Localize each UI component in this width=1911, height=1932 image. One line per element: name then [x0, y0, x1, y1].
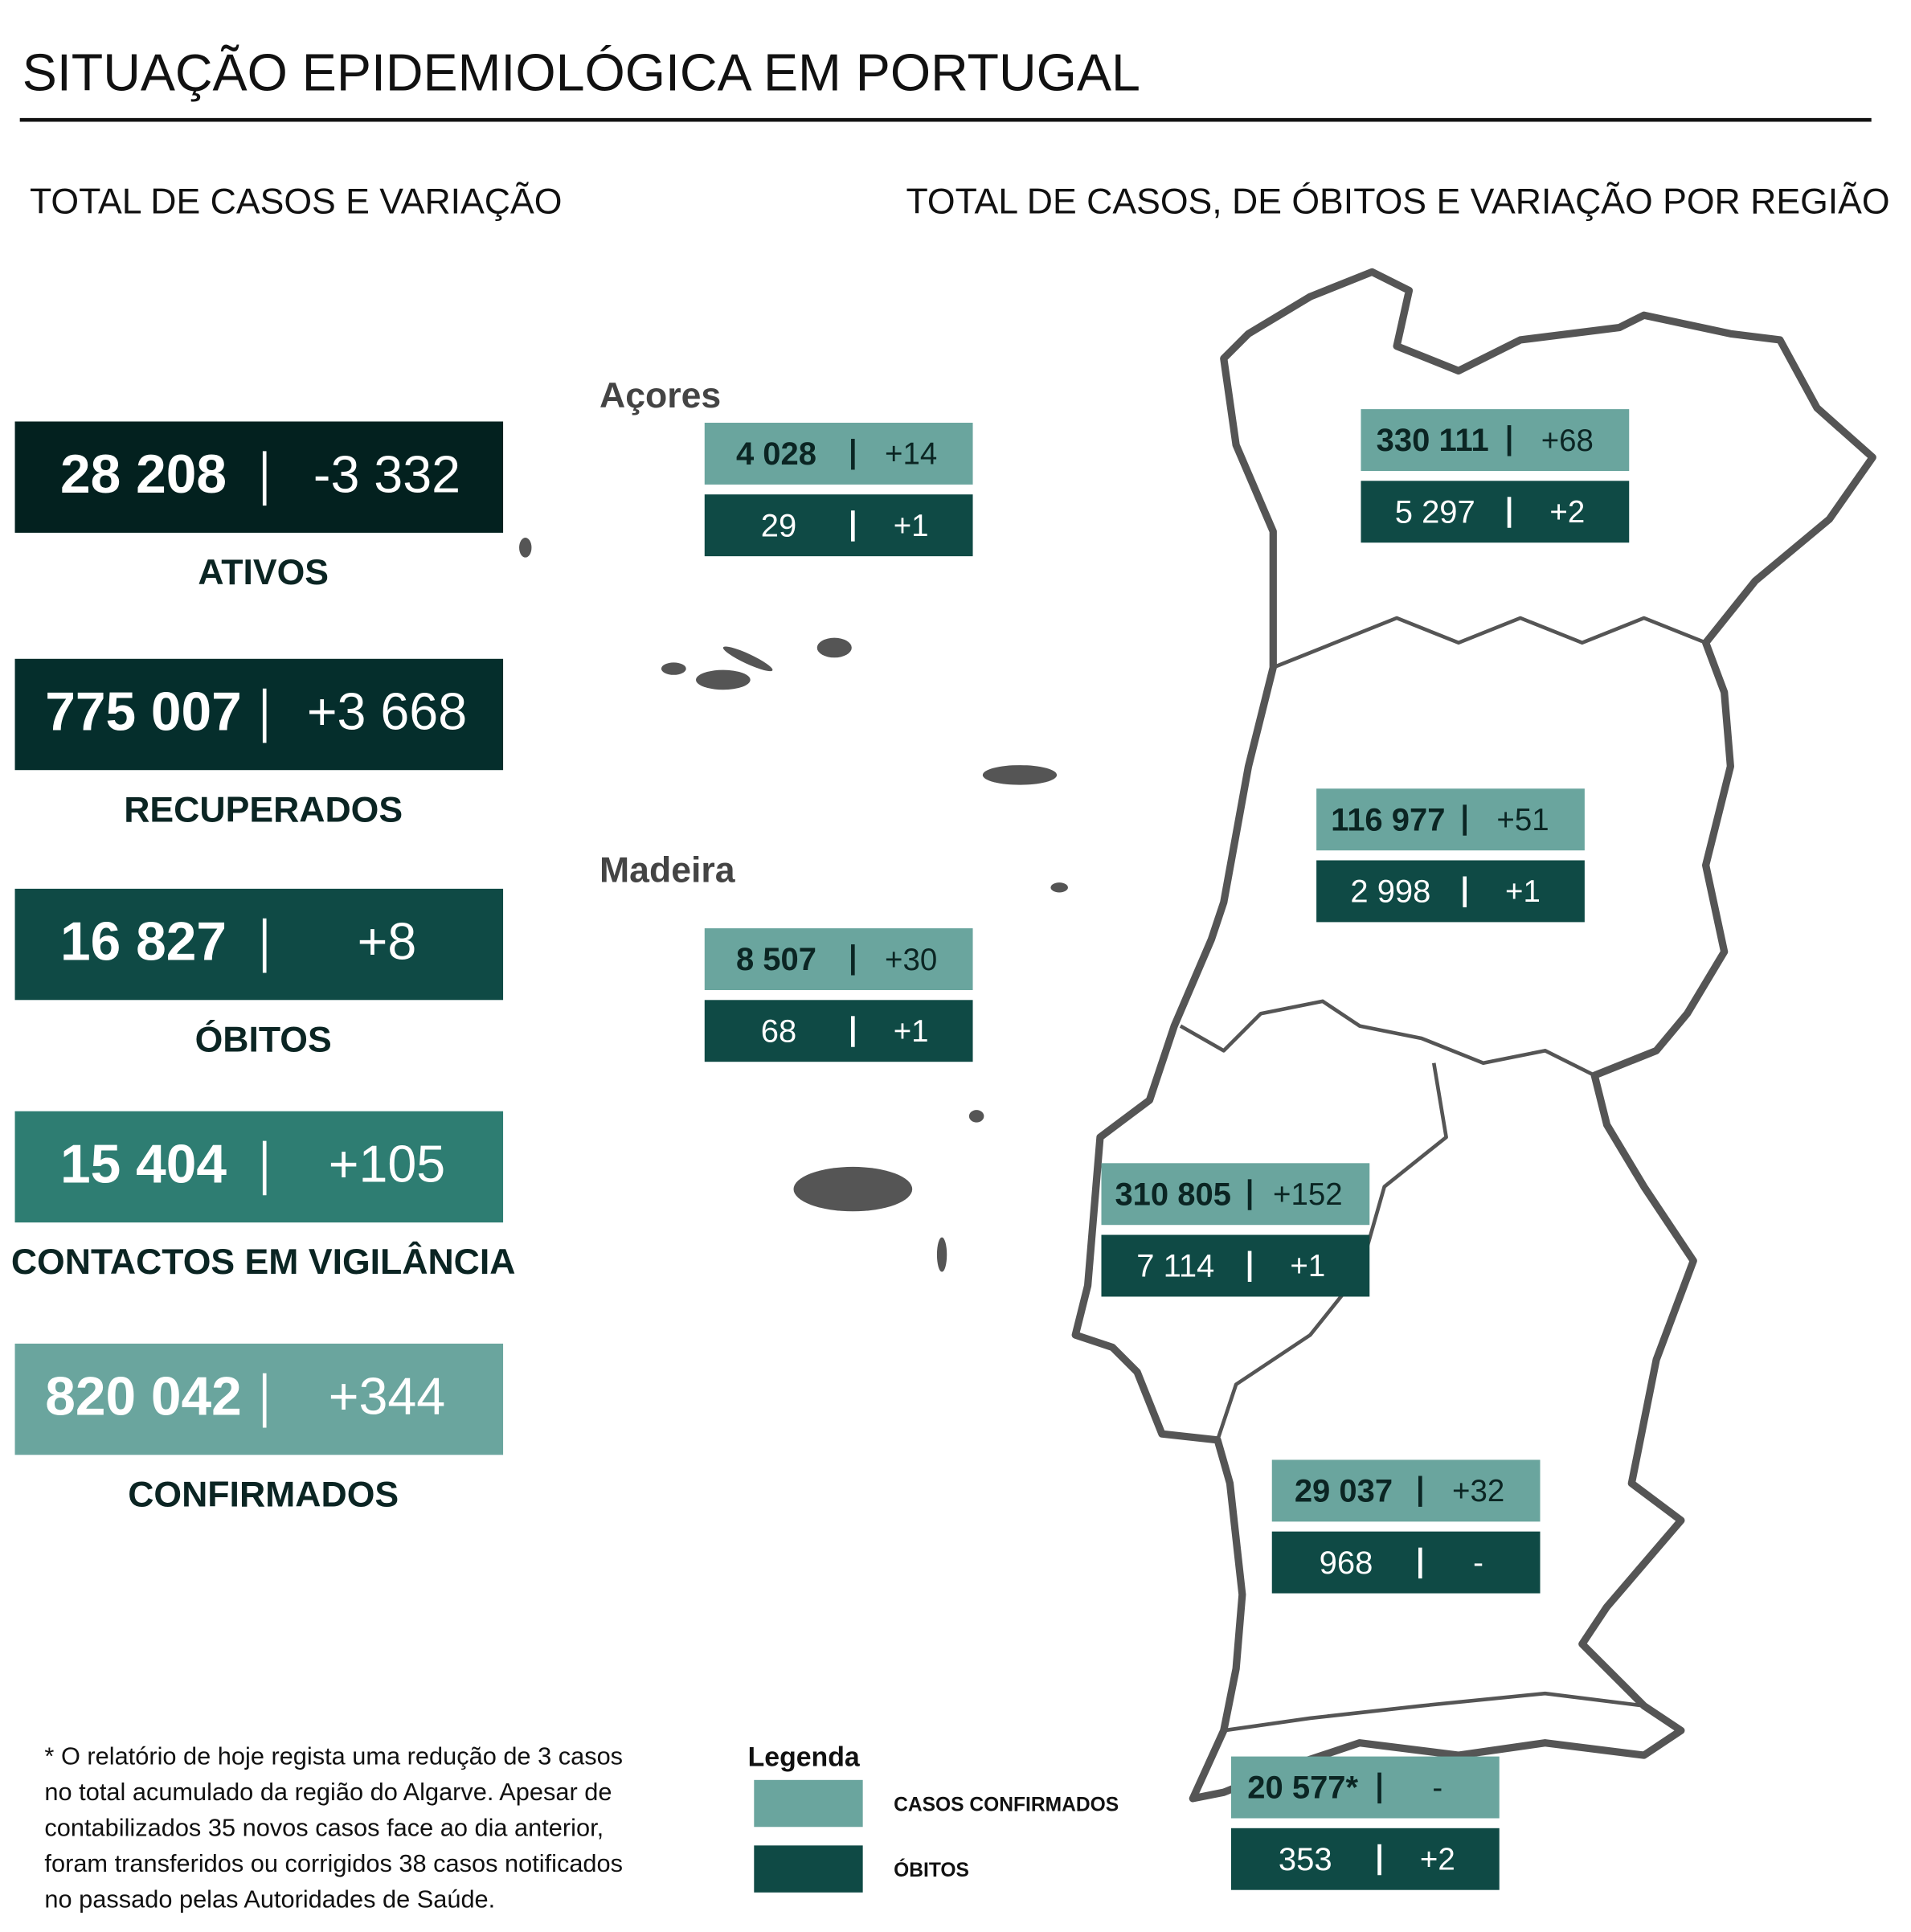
region-cases: 4 028 [736, 436, 816, 472]
region-deaths: 5 297 [1395, 494, 1475, 530]
kpi-value: 16 827 [60, 911, 227, 972]
footnote-line: no total acumulado da região do Algarve.… [44, 1778, 612, 1806]
region-cases: 20 577* [1247, 1770, 1358, 1806]
region-deaths: 68 [761, 1013, 796, 1049]
region-cases: 29 037 [1295, 1474, 1393, 1509]
border-norte-centro [1272, 616, 1707, 669]
region-deaths-change: +1 [1505, 874, 1541, 909]
cases-box [1271, 1459, 1541, 1522]
region-deaths: 353 [1279, 1842, 1332, 1877]
kpi-label: CONFIRMADOS [128, 1475, 399, 1514]
page-title: SITUAÇÃO EPIDEMIOLÓGICA EM PORTUGAL [23, 43, 1140, 101]
legend-swatch [754, 1845, 863, 1893]
region-deaths-change: +1 [894, 509, 929, 543]
kpi-label: RECUPERADOS [124, 790, 403, 829]
kpi-box [14, 888, 504, 1001]
deaths-box [1101, 1234, 1370, 1297]
island [722, 646, 773, 672]
region-label: Madeira [599, 851, 736, 890]
region-deaths: 29 [761, 508, 796, 543]
island [696, 669, 751, 690]
region-cases-change: +152 [1273, 1177, 1343, 1212]
deaths-box [704, 494, 973, 557]
island [968, 1110, 984, 1123]
legend-label: CASOS CONFIRMADOS [894, 1795, 1119, 1816]
region-deaths: 2 998 [1350, 874, 1430, 910]
deaths-box [1271, 1531, 1541, 1594]
islands [519, 538, 1068, 1272]
kpi-change: +3 668 [307, 683, 467, 741]
cases-box [1230, 1756, 1500, 1819]
kpi-label: CONTACTOS EM VIGILÂNCIA [11, 1242, 516, 1282]
section-title: TOTAL DE CASOS, DE ÓBITOS E VARIAÇÃO POR… [906, 182, 1889, 222]
footnote-line: no passado pelas Autoridades de Saúde. [44, 1885, 495, 1914]
footnote-line: * O relatório de hoje regista uma reduçã… [44, 1742, 623, 1770]
kpi-box [14, 658, 504, 771]
region-cases-change: +32 [1452, 1474, 1504, 1508]
kpi-box [14, 1343, 504, 1455]
kpi-box [14, 421, 504, 533]
region-cases-change: - [1432, 1770, 1442, 1805]
kpi-label: ÓBITOS [195, 1019, 332, 1059]
cases-box [704, 928, 973, 990]
island [793, 1166, 913, 1212]
kpi-change: -3 332 [313, 445, 460, 503]
region-cases-change: +68 [1541, 424, 1594, 458]
deaths-box [1316, 860, 1585, 923]
region-deaths: 7 114 [1136, 1249, 1214, 1284]
island [982, 765, 1058, 785]
region-deaths: 968 [1320, 1545, 1373, 1581]
deaths-box [704, 1000, 973, 1062]
kpi-box [14, 1111, 504, 1223]
kpi-value: 28 208 [60, 444, 227, 505]
deaths-box [1361, 481, 1630, 543]
region-cases-change: +30 [885, 943, 937, 977]
region-cases: 116 977 [1331, 802, 1445, 837]
kpi-value: 775 007 [45, 682, 242, 742]
cases-box [1101, 1163, 1370, 1226]
island [1050, 882, 1068, 893]
island [936, 1237, 947, 1272]
region-deaths-change: +1 [1290, 1249, 1325, 1283]
cases-box [1316, 788, 1585, 851]
region-deaths-change: - [1473, 1545, 1483, 1580]
border-centro-lvt [1179, 999, 1596, 1078]
kpi-value: 820 042 [45, 1367, 242, 1427]
region-cases-change: +14 [885, 437, 937, 472]
section-title: TOTAL DE CASOS E VARIAÇÃO [30, 182, 562, 222]
region-deaths-change: +2 [1420, 1842, 1455, 1877]
island [816, 637, 852, 658]
region-deaths-change: +1 [894, 1014, 929, 1049]
region-cases: 330 111 [1377, 423, 1489, 458]
region-deaths-change: +2 [1549, 495, 1585, 530]
deaths-box [1230, 1828, 1500, 1890]
region-cases-change: +51 [1496, 803, 1549, 837]
mainland-outline [1071, 268, 1876, 1803]
region-cases: 310 805 [1115, 1177, 1230, 1212]
map [1071, 268, 1876, 1803]
kpi-change: +105 [329, 1136, 445, 1193]
region-label: Açores [599, 376, 721, 415]
border-alentejo-algarve [1223, 1691, 1644, 1733]
legend-title: Legenda [748, 1742, 861, 1773]
footnote-line: foram transferidos ou corrigidos 38 caso… [44, 1849, 623, 1877]
island [661, 662, 686, 675]
kpi-change: +8 [358, 913, 417, 971]
kpi-value: 15 404 [60, 1134, 227, 1194]
legend-swatch [754, 1779, 863, 1828]
kpi-change: +344 [329, 1368, 445, 1426]
region-cases: 8 507 [736, 942, 816, 977]
kpi-label: ATIVOS [198, 553, 329, 592]
cases-box [1361, 409, 1630, 472]
legend-label: ÓBITOS [894, 1859, 969, 1881]
cases-box [704, 423, 973, 485]
footnote-line: contabilizados 35 novos casos face ao di… [44, 1813, 604, 1841]
island [519, 538, 532, 558]
